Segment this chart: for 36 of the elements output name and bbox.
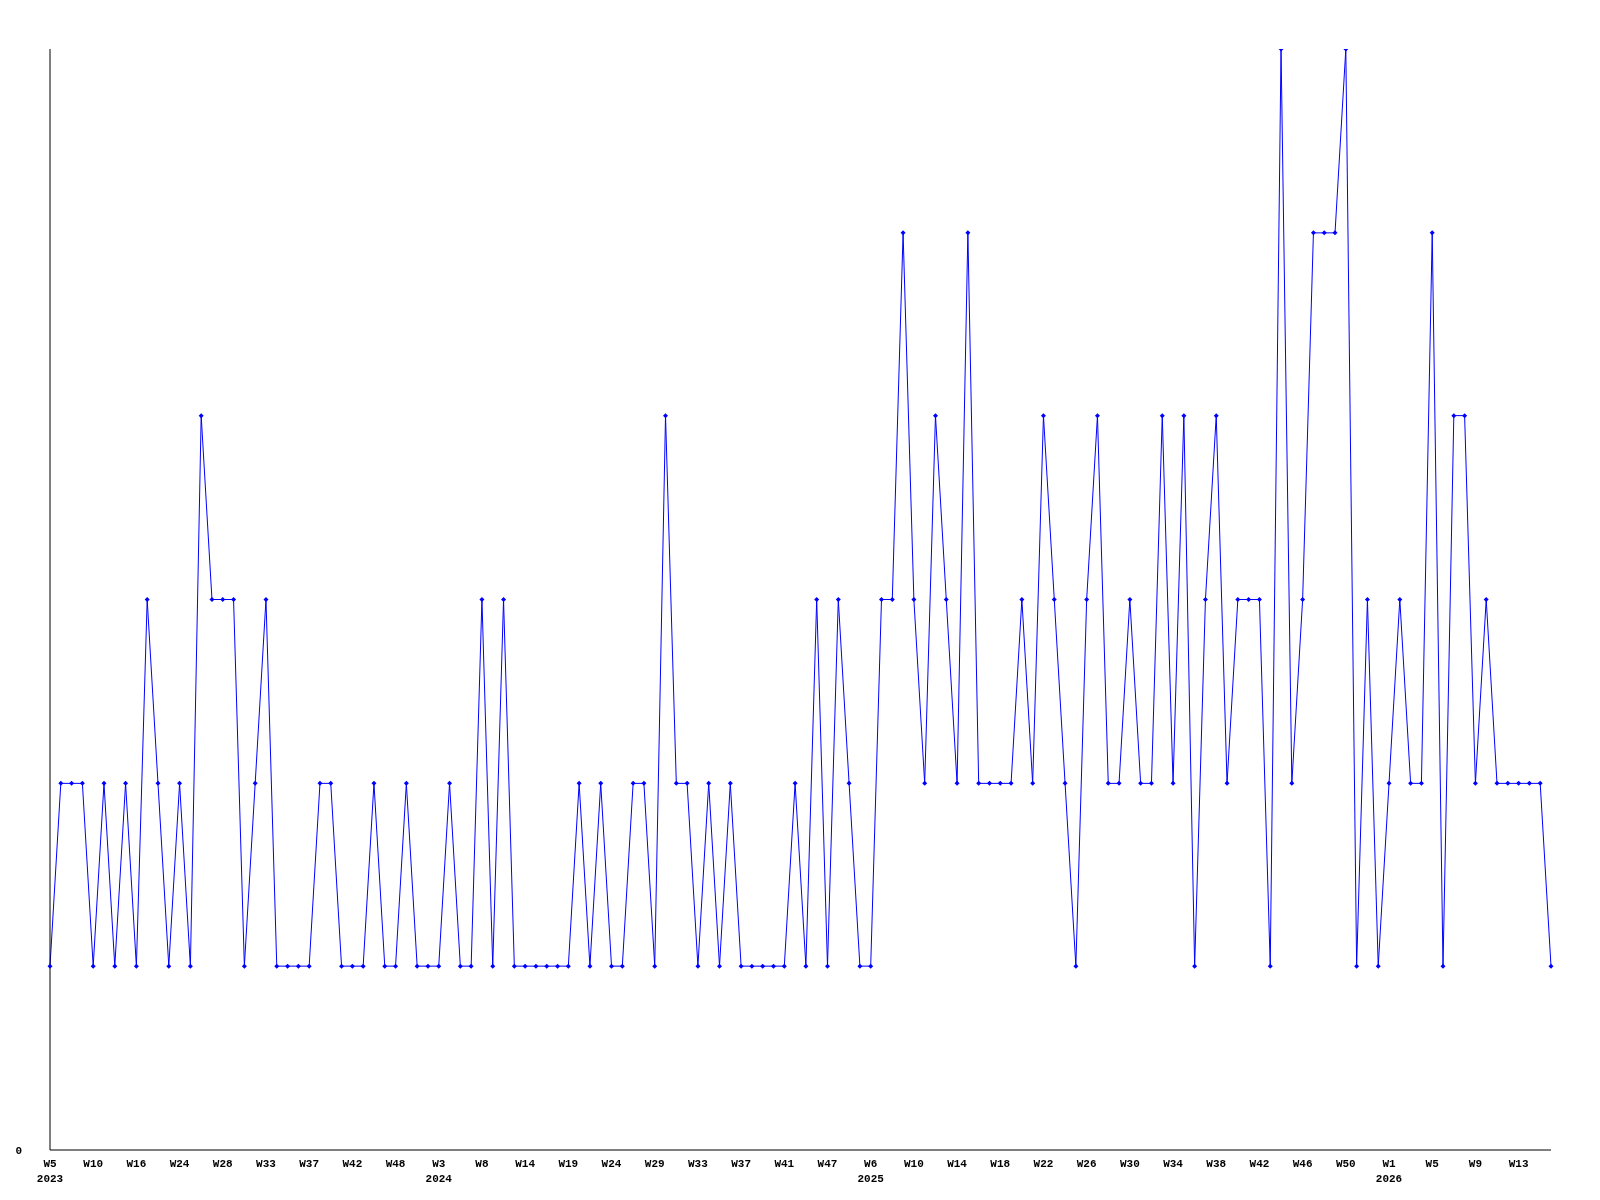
x-tick-label: W10 [83,1158,104,1170]
x-tick-label: W37 [299,1158,320,1170]
x-tick-label: W50 [1335,1158,1356,1170]
x-tick-label: W42 [342,1158,363,1170]
x-tick-label: W14 [515,1158,536,1170]
x-tick-label: W38 [1206,1158,1227,1170]
x-tick-label: W41 [774,1158,795,1170]
x-tick-label: W42 [1249,1158,1270,1170]
x-tick-label: W30 [1119,1158,1140,1170]
x-tick-label: W24 [601,1158,622,1170]
x-tick-label: W18 [990,1158,1011,1170]
x-tick-label: W48 [385,1158,406,1170]
x-tick-label: W9 [1468,1158,1483,1170]
x-tick-label: W28 [212,1158,234,1170]
x-tick-label: W46 [1292,1158,1313,1170]
x-tick-label: W10 [903,1158,924,1170]
x-tick-label: W22 [1033,1158,1054,1170]
x-tick-label: W47 [817,1158,838,1170]
x-tick-label: W33 [256,1158,277,1170]
x-tick-label: W19 [558,1158,579,1170]
x-tick-label: W14 [947,1158,968,1170]
x-tick-label: W26 [1076,1158,1097,1170]
x-tick-label: W16 [126,1158,147,1170]
x-tick-label: W8 [475,1158,489,1170]
x-tick-label: W34 [1163,1158,1184,1170]
x-tick-label: W3 2024 [425,1158,453,1185]
x-tick-label: W6 2025 [857,1158,885,1185]
x-tick-label: W5 2023 [36,1158,64,1185]
x-tick-label: W1 2026 [1375,1158,1403,1185]
x-tick-label: W5 [1425,1158,1440,1170]
x-tick-label: W33 [688,1158,709,1170]
x-tick-label: W24 [169,1158,190,1170]
x-tick-label: W37 [731,1158,752,1170]
x-tick-label: W13 [1508,1158,1529,1170]
text: 0 [15,1145,22,1157]
x-tick-label: W29 [644,1158,665,1170]
